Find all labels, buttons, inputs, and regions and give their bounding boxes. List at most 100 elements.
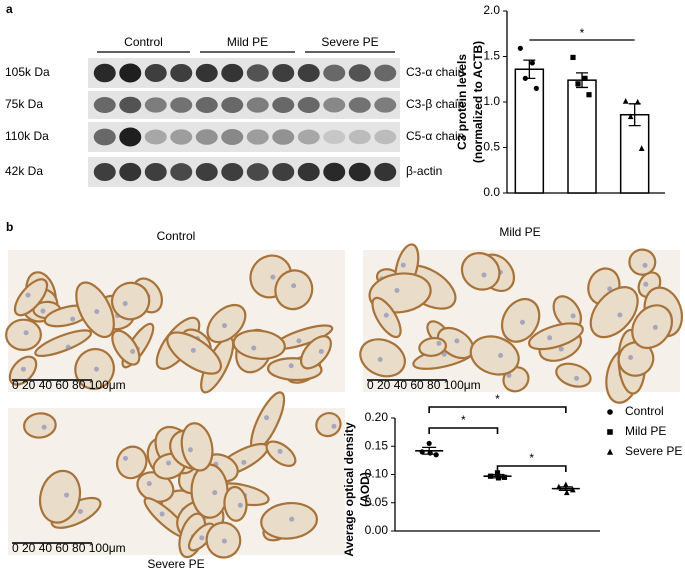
band-name-label: β-actin	[406, 164, 442, 178]
nucleus	[570, 313, 576, 319]
nucleus	[130, 349, 136, 355]
data-point	[494, 470, 501, 476]
band-size-label: 105k Da	[5, 65, 50, 79]
bar	[567, 79, 597, 194]
nucleus	[241, 459, 247, 465]
scale-bar	[12, 542, 92, 544]
y-tick-label: 0.0	[483, 185, 500, 199]
nucleus	[20, 366, 26, 372]
data-point	[517, 45, 523, 51]
error-bar	[490, 473, 505, 479]
nucleus	[291, 283, 297, 289]
blot-band	[246, 97, 269, 113]
nucleus	[264, 415, 270, 421]
error-bar	[576, 72, 588, 89]
nucleus	[289, 516, 295, 522]
blot-band	[170, 64, 193, 82]
y-tick-label: 1.0	[483, 94, 500, 108]
y-tick-label: 0.5	[483, 140, 500, 154]
blot-band	[195, 97, 218, 113]
blot-band	[144, 64, 167, 82]
nucleus	[642, 262, 648, 268]
nucleus	[251, 345, 257, 351]
nucleus	[237, 502, 243, 508]
villus	[38, 469, 82, 524]
scale-bar-label: 0 20 40 60 80 100μm	[12, 378, 126, 392]
villus	[265, 440, 297, 467]
data-point	[634, 98, 641, 105]
blot-band	[170, 163, 193, 181]
lane-group-label: Mild PE	[227, 35, 268, 49]
scale-bar-label: 0 20 40 60 80 100μm	[12, 541, 126, 555]
blot-band	[348, 97, 371, 113]
villus	[555, 362, 592, 388]
data-point	[570, 54, 576, 61]
y-axis-label: C3 protein levels	[455, 54, 469, 150]
nucleus	[77, 508, 83, 514]
data-point	[582, 75, 588, 81]
nucleus	[617, 312, 623, 318]
data-point	[426, 440, 432, 447]
micrograph-title: Severe PE	[147, 557, 204, 571]
villus	[5, 318, 42, 351]
blot-band	[297, 129, 320, 145]
data-point	[533, 85, 539, 91]
nucleus	[454, 338, 460, 344]
nucleus	[25, 292, 31, 298]
band-size-label: 42k Da	[5, 164, 43, 178]
legend-label: Control	[625, 404, 664, 418]
significance-label: *	[461, 413, 466, 427]
blot-band	[272, 97, 295, 113]
nucleus	[122, 301, 128, 307]
blot-band	[374, 162, 397, 182]
bar	[619, 113, 650, 194]
villus	[206, 303, 247, 344]
y-axis-label: (AOD)	[358, 472, 372, 507]
blot-band	[195, 129, 218, 145]
band-name-label: C3-α chain	[406, 65, 464, 79]
blot-band	[272, 64, 295, 82]
nucleus	[270, 274, 276, 280]
villus	[274, 269, 314, 311]
y-axis-label: (normalized to ACTB)	[471, 41, 485, 163]
blot-band	[144, 163, 167, 181]
data-point	[627, 113, 634, 120]
blot-band	[119, 63, 142, 83]
villus	[299, 335, 332, 370]
blot-band	[272, 129, 295, 145]
blot-band	[221, 97, 244, 113]
nucleus	[441, 351, 447, 357]
villus	[500, 298, 541, 343]
data-point	[586, 92, 592, 98]
villus	[223, 485, 248, 522]
band-size-label: 110k Da	[5, 129, 49, 143]
nucleus	[122, 455, 128, 461]
blot-band	[119, 96, 142, 114]
scale-bar	[367, 379, 447, 381]
villus	[111, 329, 141, 366]
data-point	[563, 489, 570, 496]
error-bar	[558, 486, 573, 491]
blot-band	[272, 163, 295, 181]
nucleus	[607, 286, 613, 292]
nucleus	[221, 538, 227, 544]
nucleus	[41, 424, 47, 430]
legend-label: Severe PE	[625, 444, 682, 458]
blot-band	[144, 97, 167, 113]
blot-band	[297, 64, 320, 82]
villus	[110, 281, 151, 321]
significance-label: *	[495, 392, 500, 406]
villus	[116, 445, 148, 480]
nucleus	[187, 447, 193, 453]
blot-band	[374, 97, 397, 113]
nucleus	[146, 481, 152, 487]
nucleus	[159, 511, 165, 517]
y-tick-label: 0.00	[365, 523, 389, 537]
micrograph-title: Control	[157, 229, 196, 243]
nucleus	[221, 323, 227, 329]
band-name-label: C5-α chain	[406, 129, 464, 143]
significance-bracket	[428, 427, 499, 434]
nucleus	[400, 262, 406, 268]
significance-label: *	[529, 451, 534, 465]
